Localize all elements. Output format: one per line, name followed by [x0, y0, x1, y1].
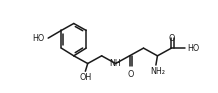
Text: HO: HO	[188, 44, 200, 53]
Text: O: O	[127, 70, 133, 79]
Text: NH: NH	[110, 59, 121, 68]
Text: OH: OH	[79, 73, 92, 82]
Text: HO: HO	[32, 34, 44, 43]
Text: NH₂: NH₂	[150, 67, 165, 76]
Text: O: O	[169, 34, 175, 43]
